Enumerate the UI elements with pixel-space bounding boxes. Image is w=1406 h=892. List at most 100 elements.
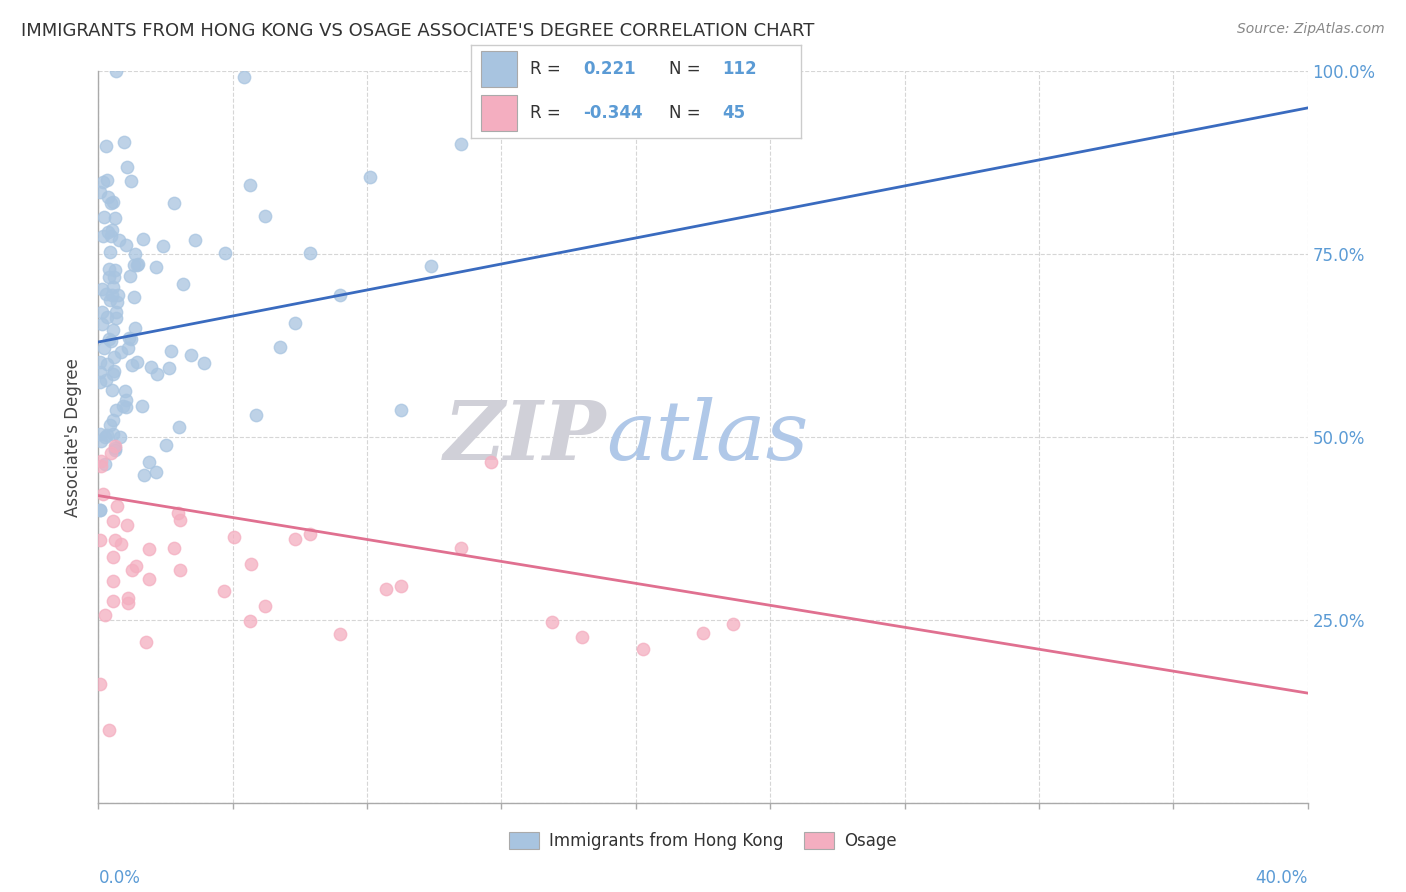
Text: ZIP: ZIP	[444, 397, 606, 477]
Point	[121, 359, 143, 373]
Point	[184, 234, 207, 248]
Point	[224, 530, 246, 544]
Point	[101, 574, 124, 589]
Point	[450, 137, 472, 152]
Point	[169, 563, 191, 577]
Point	[97, 332, 120, 346]
Point	[105, 305, 128, 319]
Point	[105, 295, 128, 310]
Point	[193, 356, 215, 370]
Point	[127, 258, 149, 272]
Point	[160, 344, 183, 359]
Point	[91, 305, 114, 319]
Point	[96, 373, 118, 387]
Point	[90, 434, 112, 448]
Point	[360, 169, 382, 184]
Point	[132, 467, 155, 482]
Point	[101, 368, 124, 382]
Point	[94, 457, 117, 471]
Point	[101, 384, 124, 398]
Point	[299, 245, 322, 260]
Point	[167, 506, 190, 520]
Text: -0.344: -0.344	[583, 104, 643, 122]
Point	[214, 245, 236, 260]
Point	[481, 455, 503, 469]
Legend: Immigrants from Hong Kong, Osage: Immigrants from Hong Kong, Osage	[503, 825, 903, 856]
Text: IMMIGRANTS FROM HONG KONG VS OSAGE ASSOCIATE'S DEGREE CORRELATION CHART: IMMIGRANTS FROM HONG KONG VS OSAGE ASSOC…	[21, 22, 814, 40]
Point	[98, 418, 121, 433]
Point	[232, 70, 254, 85]
Point	[131, 399, 153, 413]
Point	[103, 350, 125, 364]
Point	[169, 512, 191, 526]
Point	[132, 232, 155, 246]
Point	[114, 400, 136, 414]
Point	[90, 454, 112, 468]
Point	[98, 293, 121, 308]
Point	[389, 579, 412, 593]
Point	[239, 615, 262, 629]
Point	[96, 310, 118, 325]
Point	[104, 439, 127, 453]
Point	[104, 442, 127, 457]
Point	[752, 105, 775, 120]
Point	[329, 288, 352, 302]
Point	[571, 630, 593, 644]
Text: N =: N =	[669, 104, 700, 122]
Point	[212, 583, 235, 598]
Point	[96, 357, 118, 371]
Point	[111, 400, 134, 414]
Point	[125, 354, 148, 368]
Point	[89, 354, 111, 368]
Point	[118, 268, 141, 283]
Point	[240, 557, 263, 571]
Point	[125, 559, 148, 574]
Point	[124, 247, 146, 261]
Point	[253, 210, 276, 224]
Point	[163, 195, 186, 210]
Point	[103, 550, 125, 565]
Point	[115, 161, 138, 175]
Point	[97, 262, 120, 277]
Point	[135, 635, 157, 649]
Point	[117, 591, 139, 605]
Text: 0.221: 0.221	[583, 60, 636, 78]
Point	[100, 334, 122, 348]
Point	[100, 446, 122, 460]
Point	[540, 615, 562, 629]
Point	[101, 594, 124, 608]
Point	[110, 345, 132, 359]
Point	[103, 364, 125, 378]
Point	[89, 427, 111, 442]
Point	[100, 229, 122, 244]
Point	[180, 348, 202, 362]
Point	[118, 331, 141, 345]
Text: 0.0%: 0.0%	[98, 869, 141, 887]
Point	[108, 233, 131, 247]
Text: R =: R =	[530, 104, 561, 122]
Point	[124, 320, 146, 334]
Point	[105, 310, 128, 325]
Point	[89, 375, 111, 389]
Point	[239, 178, 262, 192]
Point	[89, 503, 111, 517]
Point	[120, 332, 142, 346]
Point	[115, 518, 138, 533]
Point	[157, 360, 180, 375]
Point	[172, 277, 194, 291]
Point	[112, 135, 135, 149]
Point	[420, 259, 443, 273]
Text: atlas: atlas	[606, 397, 808, 477]
Point	[93, 342, 115, 356]
Point	[91, 229, 114, 244]
Point	[98, 245, 121, 260]
Point	[90, 458, 112, 473]
Point	[91, 175, 114, 189]
Point	[127, 257, 149, 271]
Point	[101, 514, 124, 528]
Point	[114, 384, 136, 398]
Point	[89, 533, 111, 548]
Text: R =: R =	[530, 60, 561, 78]
Point	[117, 341, 139, 355]
Point	[89, 185, 111, 199]
